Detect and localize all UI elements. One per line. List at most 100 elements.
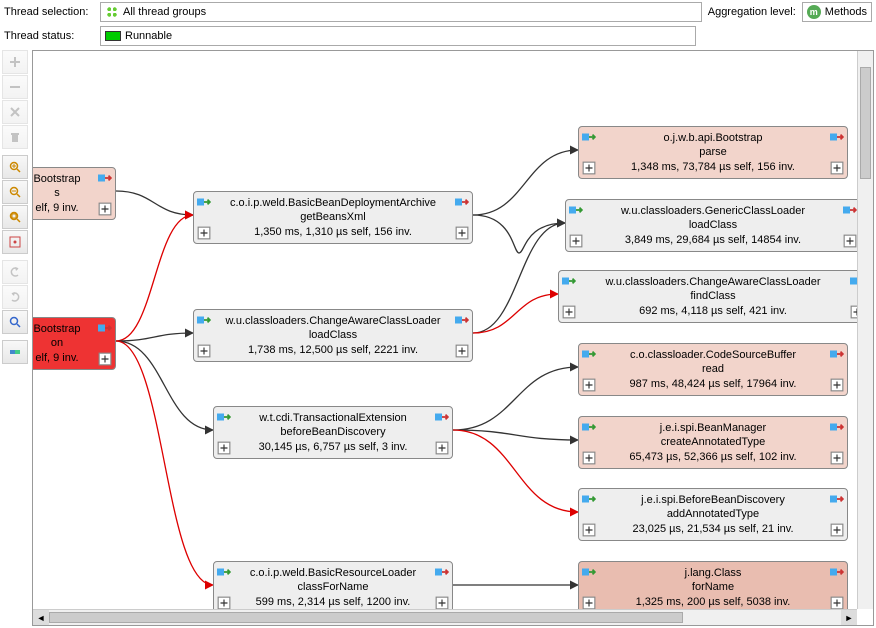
node-expand-out-icon[interactable] xyxy=(843,234,857,248)
graph-node[interactable]: j.lang.ClassforName1,325 ms, 200 µs self… xyxy=(578,561,848,614)
graph-node[interactable]: c.o.classloader.CodeSourceBufferread987 … xyxy=(578,343,848,396)
graph-node[interactable]: Bootstraponelf, 9 inv. xyxy=(33,317,116,370)
node-incoming-icon[interactable] xyxy=(197,195,211,209)
thread-status-value: Runnable xyxy=(125,30,172,42)
node-outgoing-icon[interactable] xyxy=(830,347,844,361)
node-outgoing-icon[interactable] xyxy=(435,410,449,424)
trash-button[interactable] xyxy=(2,125,28,149)
horizontal-scrollbar[interactable]: ◄ ► xyxy=(33,609,857,625)
redo-icon xyxy=(9,291,21,303)
node-incoming-icon[interactable] xyxy=(197,313,211,327)
node-expand-out-icon[interactable] xyxy=(830,378,844,392)
graph-node[interactable]: j.e.i.spi.BeforeBeanDiscoveryaddAnnotate… xyxy=(578,488,848,541)
zoom-out-button[interactable] xyxy=(2,180,28,204)
node-expand-in-icon[interactable] xyxy=(197,226,211,240)
aggregation-label: Aggregation level: xyxy=(708,6,796,18)
node-incoming-icon[interactable] xyxy=(582,420,596,434)
node-class: w.u.classloaders.ChangeAwareClassLoader xyxy=(565,275,861,289)
edge xyxy=(473,215,565,253)
node-outgoing-icon[interactable] xyxy=(98,171,112,185)
node-expand-in-icon[interactable] xyxy=(582,161,596,175)
node-expand-in-icon[interactable] xyxy=(582,596,596,610)
graph-node[interactable]: j.e.i.spi.BeanManagercreateAnnotatedType… xyxy=(578,416,848,469)
node-method: s xyxy=(33,186,109,200)
scroll-right-arrow[interactable]: ► xyxy=(841,610,857,626)
undo-icon xyxy=(9,266,21,278)
methods-icon: m xyxy=(807,5,821,19)
graph-node[interactable]: w.u.classloaders.GenericClassLoaderloadC… xyxy=(565,199,861,252)
node-expand-in-icon[interactable] xyxy=(582,523,596,537)
node-expand-in-icon[interactable] xyxy=(582,451,596,465)
graph-node[interactable]: c.o.i.p.weld.BasicBeanDeploymentArchiveg… xyxy=(193,191,473,244)
node-expand-out-icon[interactable] xyxy=(830,596,844,610)
node-expand-out-icon[interactable] xyxy=(435,596,449,610)
node-incoming-icon[interactable] xyxy=(217,410,231,424)
graph-node[interactable]: Bootstrapself, 9 inv. xyxy=(33,167,116,220)
node-class: c.o.classloader.CodeSourceBuffer xyxy=(585,348,841,362)
node-incoming-icon[interactable] xyxy=(582,130,596,144)
node-method: forName xyxy=(585,580,841,594)
node-method: addAnnotatedType xyxy=(585,507,841,521)
node-outgoing-icon[interactable] xyxy=(455,195,469,209)
scroll-left-arrow[interactable]: ◄ xyxy=(33,610,49,626)
node-stats: 65,473 µs, 52,366 µs self, 102 inv. xyxy=(585,450,841,464)
close-button[interactable] xyxy=(2,100,28,124)
graph-node[interactable]: w.u.classloaders.ChangeAwareClassLoaderl… xyxy=(193,309,473,362)
node-expand-in-icon[interactable] xyxy=(569,234,583,248)
top-controls: Thread selection: All thread groups Aggr… xyxy=(0,0,876,24)
node-method: loadClass xyxy=(572,218,854,232)
node-expand-out-icon[interactable] xyxy=(830,523,844,537)
node-expand-in-icon[interactable] xyxy=(217,596,231,610)
zoom-in-button[interactable] xyxy=(2,155,28,179)
node-outgoing-icon[interactable] xyxy=(830,492,844,506)
node-expand-out-icon[interactable] xyxy=(830,451,844,465)
vertical-scrollbar[interactable] xyxy=(857,51,873,609)
graph-node[interactable]: c.o.i.p.weld.BasicResourceLoaderclassFor… xyxy=(213,561,453,614)
edge xyxy=(473,294,558,333)
node-stats: 692 ms, 4,118 µs self, 421 inv. xyxy=(565,304,861,318)
node-expand-in-icon[interactable] xyxy=(217,441,231,455)
node-expand-out-icon[interactable] xyxy=(455,226,469,240)
node-expand-out-icon[interactable] xyxy=(830,161,844,175)
node-incoming-icon[interactable] xyxy=(582,565,596,579)
collapse-button[interactable] xyxy=(2,75,28,99)
node-outgoing-icon[interactable] xyxy=(830,565,844,579)
node-outgoing-icon[interactable] xyxy=(830,420,844,434)
node-outgoing-icon[interactable] xyxy=(98,321,112,335)
find-button[interactable] xyxy=(2,310,28,334)
focus-button[interactable] xyxy=(2,230,28,254)
node-incoming-icon[interactable] xyxy=(582,492,596,506)
thread-status-dropdown[interactable]: Runnable xyxy=(100,26,696,46)
node-outgoing-icon[interactable] xyxy=(843,203,857,217)
link-button[interactable] xyxy=(2,340,28,364)
node-expand-in-icon[interactable] xyxy=(197,344,211,358)
node-expand-out-icon[interactable] xyxy=(455,344,469,358)
expand-button[interactable] xyxy=(2,50,28,74)
node-method: read xyxy=(585,362,841,376)
undo-button[interactable] xyxy=(2,260,28,284)
node-class: c.o.i.p.weld.BasicResourceLoader xyxy=(220,566,446,580)
node-expand-in-icon[interactable] xyxy=(562,305,576,319)
main-area: Bootstrapself, 9 inv. Bootstraponelf, 9 i… xyxy=(0,48,876,628)
node-expand-out-icon[interactable] xyxy=(98,202,112,216)
node-expand-out-icon[interactable] xyxy=(98,352,112,366)
node-expand-out-icon[interactable] xyxy=(435,441,449,455)
node-expand-in-icon[interactable] xyxy=(582,378,596,392)
graph-canvas[interactable]: Bootstrapself, 9 inv. Bootstraponelf, 9 i… xyxy=(32,50,874,626)
graph-node[interactable]: o.j.w.b.api.Bootstrapparse1,348 ms, 73,7… xyxy=(578,126,848,179)
node-incoming-icon[interactable] xyxy=(569,203,583,217)
node-outgoing-icon[interactable] xyxy=(435,565,449,579)
graph-node[interactable]: w.u.classloaders.ChangeAwareClassLoaderf… xyxy=(558,270,868,323)
zoom-fit-button[interactable] xyxy=(2,205,28,229)
node-outgoing-icon[interactable] xyxy=(830,130,844,144)
node-incoming-icon[interactable] xyxy=(582,347,596,361)
node-outgoing-icon[interactable] xyxy=(455,313,469,327)
aggregation-dropdown[interactable]: m Methods xyxy=(802,2,872,22)
link-icon xyxy=(9,346,21,358)
node-method: loadClass xyxy=(200,328,466,342)
redo-button[interactable] xyxy=(2,285,28,309)
thread-selection-dropdown[interactable]: All thread groups xyxy=(100,2,702,22)
node-incoming-icon[interactable] xyxy=(217,565,231,579)
graph-node[interactable]: w.t.cdi.TransactionalExtensionbeforeBean… xyxy=(213,406,453,459)
node-incoming-icon[interactable] xyxy=(562,274,576,288)
